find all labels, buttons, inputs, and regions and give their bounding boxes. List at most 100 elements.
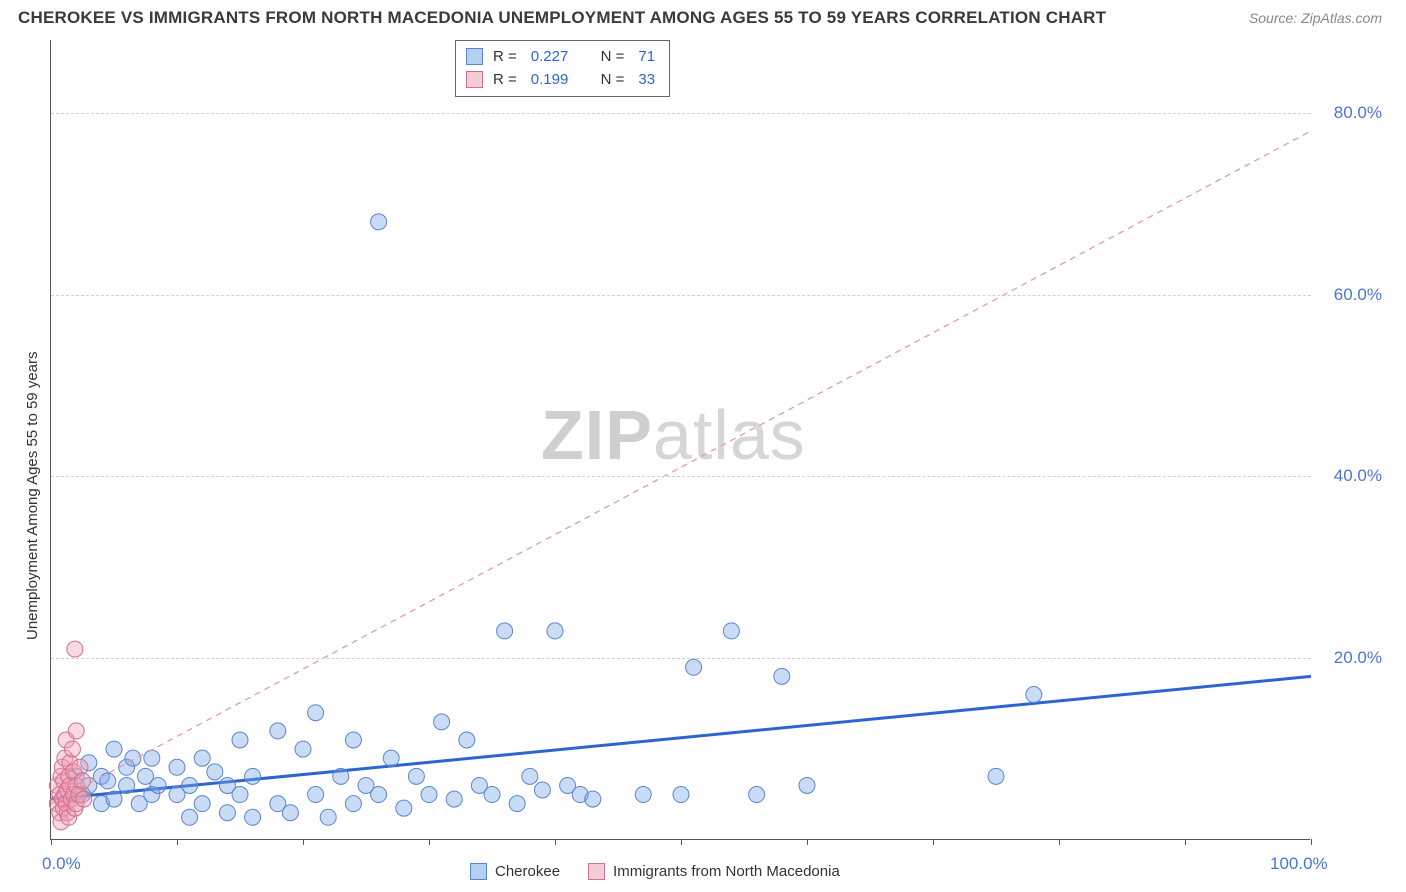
point-cherokee — [150, 777, 166, 793]
point-cherokee — [169, 759, 185, 775]
x-tick — [681, 839, 682, 845]
legend-label: Immigrants from North Macedonia — [613, 863, 840, 880]
point-cherokee — [194, 750, 210, 766]
stats-legend-box: R = 0.227 N = 71R = 0.199 N = 33 — [455, 40, 670, 97]
plot-svg — [51, 40, 1311, 840]
stat-n-value: 33 — [634, 68, 659, 91]
point-cherokee — [232, 787, 248, 803]
point-cherokee — [182, 809, 198, 825]
x-tick — [177, 839, 178, 845]
stats-row-nmacedonia: R =0.199 N =33 — [466, 68, 659, 91]
legend-item-cherokee: Cherokee — [470, 863, 560, 880]
point-cherokee — [383, 750, 399, 766]
point-cherokee — [371, 214, 387, 230]
point-cherokee — [522, 768, 538, 784]
legend-label: Cherokee — [495, 863, 560, 880]
point-cherokee — [497, 623, 513, 639]
point-cherokee — [1026, 687, 1042, 703]
source-label: Source: ZipAtlas.com — [1249, 10, 1382, 26]
y-axis-label: Unemployment Among Ages 55 to 59 years — [24, 351, 41, 640]
y-tick-label: 20.0% — [1334, 648, 1382, 668]
point-cherokee — [673, 787, 689, 803]
y-tick-label: 40.0% — [1334, 466, 1382, 486]
point-cherokee — [585, 791, 601, 807]
x-tick — [303, 839, 304, 845]
point-cherokee — [396, 800, 412, 816]
stat-r-value: 0.227 — [527, 45, 573, 68]
point-cherokee — [119, 777, 135, 793]
point-cherokee — [282, 805, 298, 821]
point-cherokee — [295, 741, 311, 757]
point-cherokee — [245, 809, 261, 825]
point-cherokee — [232, 732, 248, 748]
stat-r-label: R = — [493, 45, 517, 68]
swatch-nmacedonia — [466, 71, 483, 88]
point-cherokee — [686, 659, 702, 675]
x-tick — [51, 839, 52, 845]
point-cherokee — [308, 705, 324, 721]
point-nmacedonia — [64, 741, 80, 757]
stat-n-value: 71 — [634, 45, 659, 68]
plot-area: ZIPatlas 20.0%40.0%60.0%80.0% — [50, 40, 1310, 840]
point-cherokee — [219, 805, 235, 821]
swatch-cherokee — [470, 863, 487, 880]
point-nmacedonia — [67, 641, 83, 657]
point-cherokee — [106, 791, 122, 807]
point-cherokee — [799, 777, 815, 793]
point-cherokee — [125, 750, 141, 766]
point-cherokee — [434, 714, 450, 730]
point-cherokee — [308, 787, 324, 803]
x-tick — [429, 839, 430, 845]
point-cherokee — [345, 796, 361, 812]
point-cherokee — [371, 787, 387, 803]
point-cherokee — [509, 796, 525, 812]
grid-line — [51, 295, 1311, 296]
grid-line — [51, 113, 1311, 114]
point-cherokee — [182, 777, 198, 793]
point-cherokee — [245, 768, 261, 784]
chart-title: CHEROKEE VS IMMIGRANTS FROM NORTH MACEDO… — [18, 8, 1106, 28]
point-nmacedonia — [75, 773, 91, 789]
stat-r-label: R = — [493, 68, 517, 91]
x-tick — [555, 839, 556, 845]
point-cherokee — [547, 623, 563, 639]
point-cherokee — [106, 741, 122, 757]
point-cherokee — [207, 764, 223, 780]
point-cherokee — [345, 732, 361, 748]
x-tick — [1059, 839, 1060, 845]
point-cherokee — [270, 723, 286, 739]
x-tick — [1185, 839, 1186, 845]
point-cherokee — [194, 796, 210, 812]
point-nmacedonia — [68, 723, 84, 739]
grid-line — [51, 658, 1311, 659]
grid-line — [51, 476, 1311, 477]
point-cherokee — [534, 782, 550, 798]
point-cherokee — [988, 768, 1004, 784]
point-cherokee — [446, 791, 462, 807]
x-tick-label-max: 100.0% — [1270, 854, 1328, 874]
legend-item-nmacedonia: Immigrants from North Macedonia — [588, 863, 840, 880]
legend-bottom: Cherokee Immigrants from North Macedonia — [470, 863, 840, 880]
point-cherokee — [723, 623, 739, 639]
y-tick-label: 80.0% — [1334, 103, 1382, 123]
swatch-cherokee — [466, 48, 483, 65]
x-tick — [933, 839, 934, 845]
point-cherokee — [421, 787, 437, 803]
point-cherokee — [774, 668, 790, 684]
point-cherokee — [144, 750, 160, 766]
stats-row-cherokee: R = 0.227 N = 71 — [466, 45, 659, 68]
point-cherokee — [408, 768, 424, 784]
trend-line-nmacedonia — [51, 131, 1311, 804]
point-cherokee — [100, 773, 116, 789]
y-tick-label: 60.0% — [1334, 285, 1382, 305]
stat-n-label: N = — [601, 45, 625, 68]
stat-r-value: 0.199 — [527, 68, 573, 91]
point-cherokee — [484, 787, 500, 803]
point-cherokee — [459, 732, 475, 748]
swatch-nmacedonia — [588, 863, 605, 880]
point-cherokee — [333, 768, 349, 784]
point-cherokee — [749, 787, 765, 803]
x-tick-label-min: 0.0% — [42, 854, 81, 874]
x-tick — [1311, 839, 1312, 845]
point-nmacedonia — [76, 791, 92, 807]
